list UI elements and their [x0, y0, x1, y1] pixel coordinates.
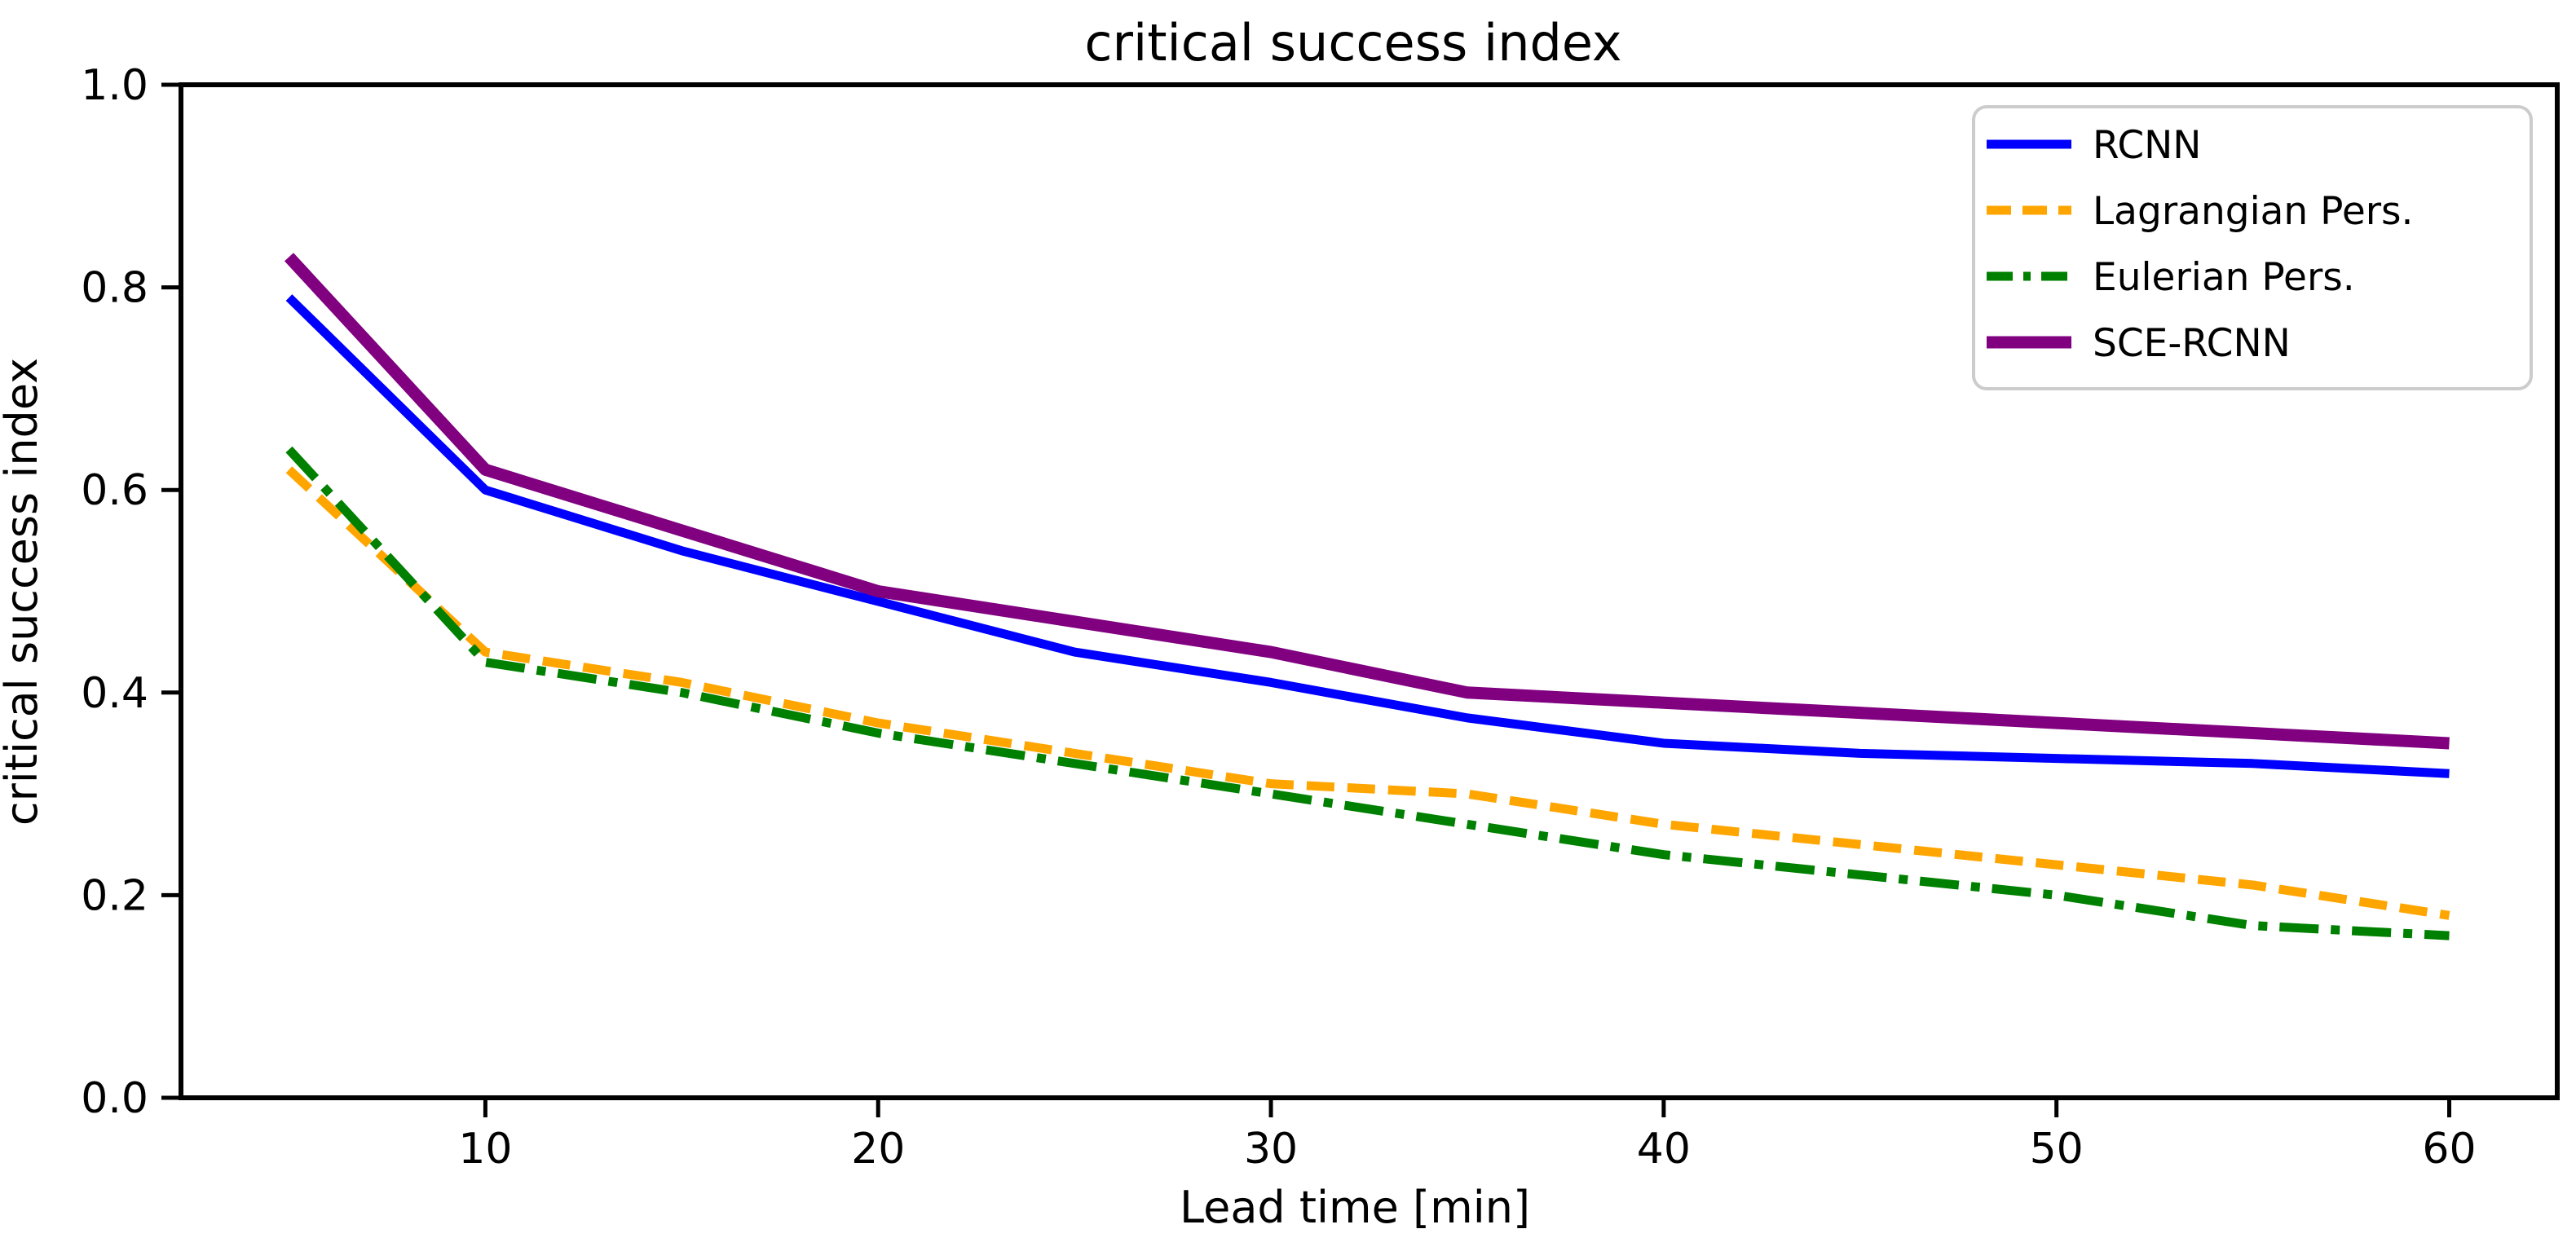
- legend-label-eulerian-pers: Eulerian Pers.: [2093, 255, 2355, 300]
- x-tick-label: 60: [2422, 1125, 2476, 1174]
- x-tick-label: 50: [2030, 1125, 2084, 1174]
- series-line-rcnn: [285, 294, 2450, 778]
- y-tick-label: 0.0: [81, 1074, 148, 1123]
- series-line-lagrangian-pers: [285, 466, 2450, 920]
- axes-spines: [179, 82, 2560, 1100]
- y-tick-label: 0.6: [81, 466, 148, 515]
- series-line-eulerian-pers: [285, 446, 2450, 940]
- y-tick-label: 0.2: [81, 871, 148, 920]
- x-tick-label: 40: [1637, 1125, 1691, 1174]
- legend-box: [1972, 105, 2533, 390]
- ticks-group: 10 20 30 40 50 60 0.0 0.2 0.4 0.6 0.8 1.0: [81, 61, 2476, 1174]
- y-tick-label: 0.8: [81, 264, 148, 313]
- y-tick-label: 1.0: [81, 61, 148, 110]
- legend-group: RCNN Lagrangian Pers. Eulerian Pers. SCE-RC…: [1972, 105, 2533, 390]
- y-axis-label: critical success index: [0, 358, 47, 826]
- axes-group: [179, 82, 2560, 1100]
- x-tick-label: 10: [458, 1125, 512, 1174]
- chart-title: critical success index: [1084, 13, 1621, 73]
- x-axis-label: Lead time [min]: [1180, 1182, 1530, 1233]
- legend-label-sce-rcnn: SCE-RCNN: [2093, 321, 2291, 366]
- series-line-sce-rcnn: [284, 253, 2450, 750]
- y-tick-label: 0.4: [81, 669, 148, 718]
- x-tick-label: 20: [851, 1125, 905, 1174]
- series-group: [284, 253, 2450, 940]
- x-tick-label: 30: [1244, 1125, 1298, 1174]
- legend-label-rcnn: RCNN: [2093, 123, 2201, 168]
- legend-label-lagrangian-pers: Lagrangian Pers.: [2093, 189, 2414, 234]
